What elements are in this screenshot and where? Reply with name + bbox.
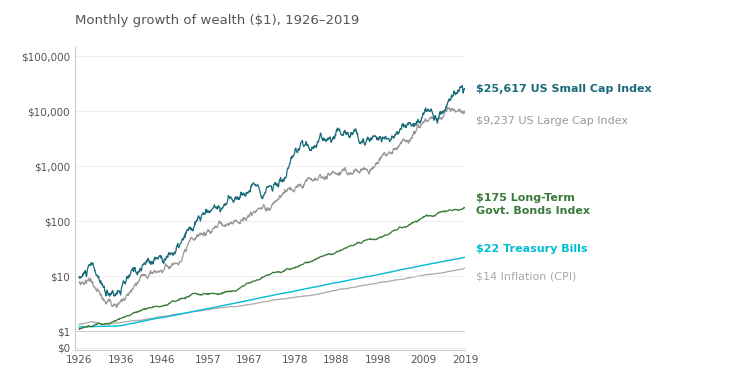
Text: $22 Treasury Bills: $22 Treasury Bills: [476, 244, 588, 254]
Text: Monthly growth of wealth ($1), 1926–2019: Monthly growth of wealth ($1), 1926–2019: [75, 14, 359, 26]
Text: $25,617 US Small Cap Index: $25,617 US Small Cap Index: [476, 84, 652, 94]
Text: $9,237 US Large Cap Index: $9,237 US Large Cap Index: [476, 116, 628, 126]
Text: $14 Inflation (CPI): $14 Inflation (CPI): [476, 272, 577, 282]
Text: $175 Long-Term
Govt. Bonds Index: $175 Long-Term Govt. Bonds Index: [476, 193, 590, 216]
